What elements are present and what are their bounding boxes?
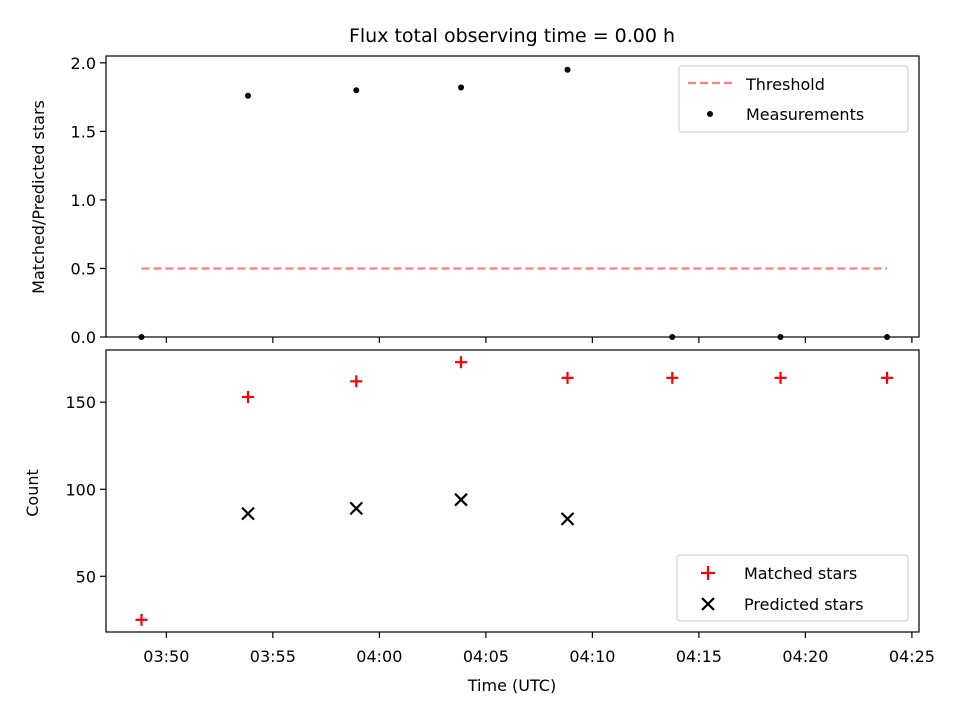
bottom-y-axis-label: Count [23, 469, 42, 517]
matched-star-point [242, 391, 255, 403]
x-tick-label: 04:10 [569, 647, 615, 666]
legend-threshold-label: Threshold [745, 75, 825, 94]
measurement-point [245, 92, 252, 99]
top-y-tick-label: 1.5 [71, 122, 96, 141]
bottom-plot-area [105, 349, 920, 633]
matched-star-point [774, 371, 787, 384]
measurement-point [353, 87, 360, 94]
measurement-point [669, 334, 676, 340]
measurement-point [777, 334, 784, 340]
top-panel: 0.00.51.01.52.0 Matched/Predicted stars … [29, 54, 920, 347]
predicted-star-point [241, 506, 255, 521]
bottom-y-tick-label: 150 [65, 393, 96, 412]
x-tick-label: 04:25 [889, 647, 935, 666]
x-tick-label: 04:20 [782, 647, 828, 666]
x-tick-label: 04:15 [676, 647, 722, 666]
matched-star-point [666, 371, 679, 384]
x-tick-label: 03:50 [143, 647, 189, 666]
top-plot-area [105, 55, 920, 338]
matched-star-point [881, 371, 894, 384]
matched-star-point [561, 371, 574, 384]
top-y-ticks: 0.0 0.5 1.0 1.5 2.0 [71, 54, 106, 347]
predicted-star-point [454, 492, 468, 507]
top-series [138, 66, 891, 340]
matched-star-point [135, 613, 148, 626]
measurement-point [884, 334, 891, 340]
top-legend-box [678, 65, 909, 133]
matched-star-point [350, 375, 363, 388]
top-y-axis-label: Matched/Predicted stars [29, 100, 48, 294]
chart-title: Flux total observing time = 0.00 h [349, 25, 675, 47]
top-y-tick-label: 2.0 [71, 54, 96, 73]
bottom-legend: Matched stars Predicted stars [676, 554, 909, 622]
legend-predicted-swatch [701, 597, 715, 611]
top-y-tick-label: 0.0 [71, 328, 96, 347]
x-tick-label: 03:55 [250, 647, 296, 666]
x-tick-label: 04:00 [356, 647, 402, 666]
bottom-legend-box [676, 554, 909, 622]
legend-measurements-swatch [707, 111, 713, 117]
x-axis-label: Time (UTC) [467, 676, 556, 695]
top-legend: Threshold Measurements [678, 65, 909, 133]
bottom-y-tick-label: 100 [65, 480, 96, 499]
legend-measurements-label: Measurements [746, 105, 864, 124]
measurement-point [138, 334, 145, 340]
predicted-star-point [349, 501, 364, 516]
bottom-y-ticks: 50 100 150 [65, 393, 106, 586]
measurement-point [564, 66, 571, 73]
bottom-x-ticks: 03:50 03:55 04:00 04:05 04:10 04:15 04:20 04:25 [143, 632, 935, 666]
matched-star-point [455, 356, 468, 369]
top-y-tick-label: 0.5 [71, 259, 96, 278]
x-tick-label: 04:05 [463, 647, 509, 666]
top-y-tick-label: 1.0 [71, 191, 96, 210]
top-x-ticks [165, 337, 913, 343]
bottom-series [135, 356, 894, 626]
predicted-star-point [560, 512, 575, 526]
legend-matched-label: Matched stars [744, 564, 857, 583]
legend-predicted-label: Predicted stars [744, 595, 864, 614]
measurement-point [458, 84, 465, 91]
bottom-y-tick-label: 50 [76, 567, 96, 586]
legend-matched-swatch [701, 566, 715, 580]
